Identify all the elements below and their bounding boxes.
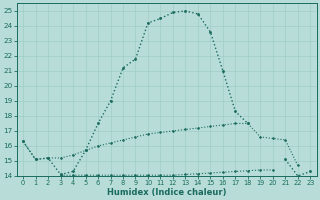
X-axis label: Humidex (Indice chaleur): Humidex (Indice chaleur) [107,188,227,197]
